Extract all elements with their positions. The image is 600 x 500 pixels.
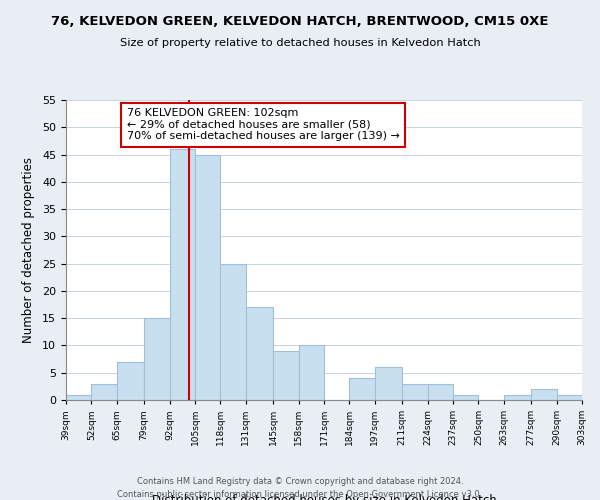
Bar [428, 384, 453, 400]
Bar [402, 384, 428, 400]
Text: Contains HM Land Registry data © Crown copyright and database right 2024.: Contains HM Land Registry data © Crown c… [137, 478, 463, 486]
Text: 76, KELVEDON GREEN, KELVEDON HATCH, BRENTWOOD, CM15 0XE: 76, KELVEDON GREEN, KELVEDON HATCH, BREN… [51, 15, 549, 28]
Y-axis label: Number of detached properties: Number of detached properties [22, 157, 35, 343]
Text: 76 KELVEDON GREEN: 102sqm
← 29% of detached houses are smaller (58)
70% of semi-: 76 KELVEDON GREEN: 102sqm ← 29% of detac… [127, 108, 400, 142]
X-axis label: Distribution of detached houses by size in Kelvedon Hatch: Distribution of detached houses by size … [152, 494, 496, 500]
Bar [117, 362, 144, 400]
Bar [453, 394, 478, 400]
Bar [246, 308, 273, 400]
Bar [66, 394, 91, 400]
Text: Size of property relative to detached houses in Kelvedon Hatch: Size of property relative to detached ho… [119, 38, 481, 48]
Text: Contains public sector information licensed under the Open Government Licence v3: Contains public sector information licen… [118, 490, 482, 499]
Bar [91, 384, 117, 400]
Bar [195, 154, 220, 400]
Bar [220, 264, 246, 400]
Bar [504, 394, 531, 400]
Bar [557, 394, 582, 400]
Bar [299, 346, 324, 400]
Bar [375, 368, 402, 400]
Bar [170, 149, 195, 400]
Bar [531, 389, 557, 400]
Bar [273, 351, 299, 400]
Bar [349, 378, 375, 400]
Bar [144, 318, 170, 400]
